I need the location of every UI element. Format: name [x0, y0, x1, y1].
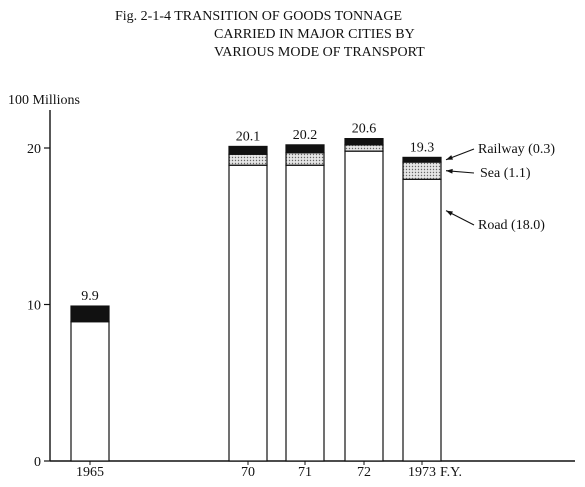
x-tick-label: 72 [357, 465, 371, 480]
y-tick-label: 10 [27, 299, 41, 314]
bar-segment-sea [344, 144, 384, 152]
bar-total-label: 20.1 [236, 129, 261, 144]
annotation-label-road: Road (18.0) [478, 218, 545, 233]
x-tick-label: 1973 [408, 465, 436, 480]
bar-segment-road [228, 164, 268, 462]
annotation-label-sea: Sea (1.1) [480, 166, 531, 181]
bar-segment-sea [228, 153, 268, 166]
bar-total-label: 20.6 [352, 122, 377, 137]
annotation-arrowhead [446, 155, 453, 160]
x-axis-suffix: F.Y. [440, 465, 462, 480]
bar-total-label: 19.3 [410, 140, 435, 155]
chart-title-line-1: Fig. 2-1-4 TRANSITION OF GOODS TONNAGE [115, 9, 402, 24]
y-tick-label: 20 [27, 142, 41, 157]
bar-total-label: 9.9 [81, 289, 99, 304]
x-tick-label: 71 [298, 465, 312, 480]
bar-segment-road [285, 164, 325, 462]
bar-segment-sea [285, 152, 325, 166]
bar-segment-railway [70, 305, 110, 323]
chart-title-line-3: VARIOUS MODE OF TRANSPORT [214, 45, 425, 60]
bar-total-label: 20.2 [293, 128, 318, 143]
annotation-arrowhead [446, 168, 453, 174]
x-tick-label: 70 [241, 465, 255, 480]
bar-segment-road [70, 321, 110, 462]
y-axis-unit-label: 100 Millions [8, 93, 80, 108]
bar-segment-railway [402, 156, 442, 163]
y-tick-label: 0 [34, 455, 41, 470]
bar-segment-road [402, 178, 442, 462]
x-tick-label: 1965 [76, 465, 104, 480]
bar-segment-railway [344, 138, 384, 146]
annotation-arrowhead [446, 210, 453, 216]
annotation-label-railway: Railway (0.3) [478, 142, 555, 157]
bar-segment-railway [285, 144, 325, 154]
plot-area: 0 10 20 9.9 1965 20.1 70 20.2 71 20.6 72 19.3 1973 Ra… [27, 110, 575, 480]
bar-segment-railway [228, 145, 268, 155]
bar-segment-sea [402, 161, 442, 180]
chart-title-line-2: CARRIED IN MAJOR CITIES BY [214, 27, 415, 42]
bar-segment-road [344, 150, 384, 462]
